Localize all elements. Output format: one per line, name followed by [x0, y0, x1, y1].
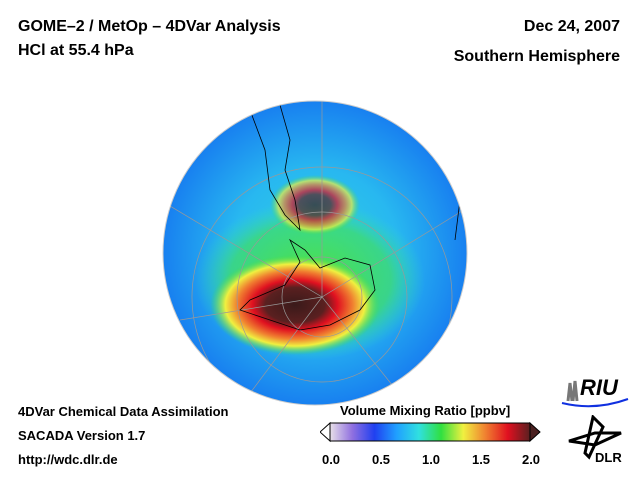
- title-line1: GOME–2 / MetOp – 4DVar Analysis: [18, 18, 281, 35]
- hcl-maximum: [210, 255, 380, 355]
- riu-logo: RIU: [560, 375, 629, 408]
- colorbar-max-arrow: [529, 421, 541, 443]
- colorbar-gradient: [329, 422, 531, 442]
- colorbar-tick: 1.5: [471, 452, 491, 467]
- riu-logo-text: RIU: [580, 375, 618, 400]
- date-label: Dec 24, 2007: [523, 18, 620, 35]
- title-line2: HCl at 55.4 hPa: [18, 42, 134, 59]
- yellow-tongue: [270, 175, 360, 235]
- dlr-logo-text: DLR: [595, 450, 622, 465]
- footer-line2: SACADA Version 1.7: [18, 428, 146, 443]
- colorbar-tick: 0.5: [371, 452, 391, 467]
- dlr-logo-icon: [568, 415, 622, 460]
- footer-url: http://wdc.dlr.de: [18, 452, 118, 467]
- colorbar-tick: 1.0: [421, 452, 441, 467]
- hemisphere-label: Southern Hemisphere: [453, 48, 620, 65]
- colorbar-tick: 0.0: [321, 452, 341, 467]
- footer-line1: 4DVar Chemical Data Assimilation: [18, 404, 229, 419]
- colorbar: [320, 421, 541, 443]
- colorbar-tick: 2.0: [521, 452, 541, 467]
- colorbar-title: Volume Mixing Ratio [ppbv]: [340, 403, 511, 418]
- colorbar-min-arrow: [320, 421, 331, 443]
